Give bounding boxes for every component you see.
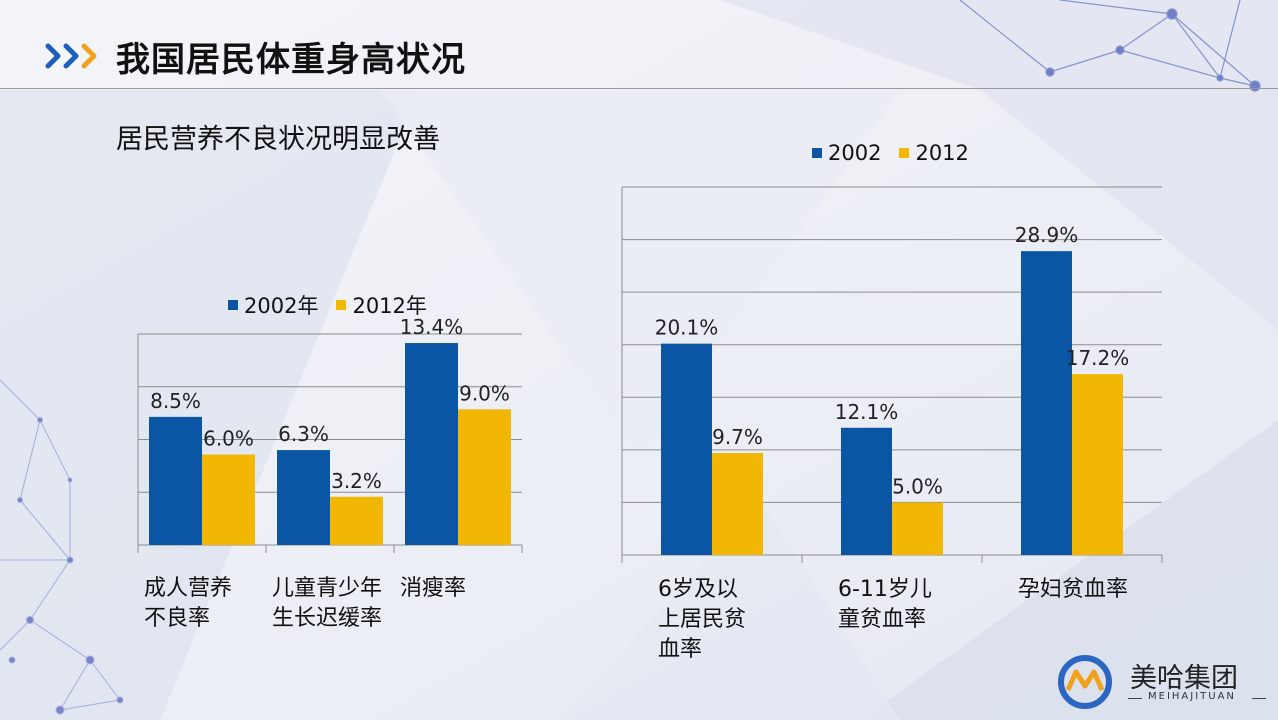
category-label-line: 成人营养 <box>144 576 233 601</box>
data-label: 6.0% <box>203 427 254 451</box>
category-label: 孕妇贫血率 <box>1018 575 1128 605</box>
category-label-line: 上居民贫 <box>658 607 747 632</box>
legend-item-series-b: 2012年 <box>336 290 427 320</box>
bar <box>149 416 202 545</box>
category-label: 消瘦率 <box>400 574 466 604</box>
bar <box>892 502 943 555</box>
category-label: 6-11岁儿 童贫血率 <box>838 575 932 635</box>
category-label-line: 孕妇贫血率 <box>1018 577 1129 602</box>
bar <box>405 343 458 545</box>
legend-swatch-b <box>336 300 347 310</box>
bar <box>661 343 712 555</box>
category-label: 儿童青少年生长迟缓率 <box>272 574 382 634</box>
logo-name: 美哈集团 <box>1130 663 1238 694</box>
category-label-line: 生长迟缓率 <box>272 606 383 631</box>
legend-item-series-b: 2012 <box>899 141 969 165</box>
data-label: 12.1% <box>835 400 899 424</box>
legend-swatch-a <box>228 300 238 310</box>
page-subtitle: 居民营养不良状况明显改善 <box>116 124 440 155</box>
data-label: 6.3% <box>278 422 329 446</box>
category-label-line: 6岁及以 <box>658 577 738 602</box>
bar <box>841 427 892 555</box>
page-title: 我国居民体重身高状况 <box>116 40 466 80</box>
data-label: 9.0% <box>459 381 510 405</box>
category-label-line: 童贫血率 <box>838 607 927 632</box>
bar <box>330 496 383 545</box>
data-label: 5.0% <box>892 474 943 498</box>
data-label: 13.4% <box>400 315 464 339</box>
data-label: 28.9% <box>1015 223 1079 247</box>
category-label-line: 6-11岁儿 <box>838 577 932 602</box>
logo-subtext: MEIHAJITUAN <box>1148 691 1236 702</box>
chart2-legend: 2002 2012 <box>812 141 987 165</box>
category-label-line: 消瘦率 <box>400 576 467 601</box>
chevrons-icon <box>45 43 97 69</box>
legend-swatch-b <box>899 148 910 158</box>
data-label: 8.5% <box>150 389 201 413</box>
data-label: 9.7% <box>712 425 763 449</box>
category-label-line: 儿童青少年 <box>272 576 383 601</box>
bar <box>1072 374 1123 555</box>
header-divider <box>0 88 1278 89</box>
logo-mark-icon <box>1058 655 1112 709</box>
data-label: 17.2% <box>1066 346 1130 370</box>
legend-label: 2002 <box>828 141 882 165</box>
company-logo: 美哈集团 MEIHAJITUAN <box>1056 654 1266 710</box>
legend-item-series-a: 2002年 <box>228 290 318 320</box>
category-label-line: 血率 <box>658 637 703 662</box>
category-label: 6岁及以上居民贫血率 <box>658 575 746 665</box>
data-label: 20.1% <box>655 316 719 340</box>
bar <box>458 409 511 545</box>
logo-divider <box>1128 698 1142 699</box>
legend-label: 2012年 <box>352 294 427 318</box>
legend-swatch-a <box>812 148 822 158</box>
malnutrition-bar-chart: 8.5%6.0% 6.3%3.2% 13.4% 9.0% <box>137 315 523 553</box>
category-label: 成人营养 不良率 <box>144 574 232 634</box>
bar <box>1021 251 1072 555</box>
bar <box>277 450 330 545</box>
bar <box>712 453 763 555</box>
chart1-legend: 2002年 2012年 <box>228 290 445 320</box>
data-label: 3.2% <box>331 469 382 493</box>
bar <box>202 454 255 545</box>
legend-item-series-a: 2002 <box>812 141 881 165</box>
anemia-bar-chart: 20.1% 9.7% 12.1% 5.0% 28.9% 17.2% <box>621 186 1163 563</box>
logo-divider <box>1252 698 1266 699</box>
legend-label: 2002年 <box>244 294 319 318</box>
category-label-line: 不良率 <box>144 606 211 631</box>
legend-label: 2012 <box>915 141 969 165</box>
